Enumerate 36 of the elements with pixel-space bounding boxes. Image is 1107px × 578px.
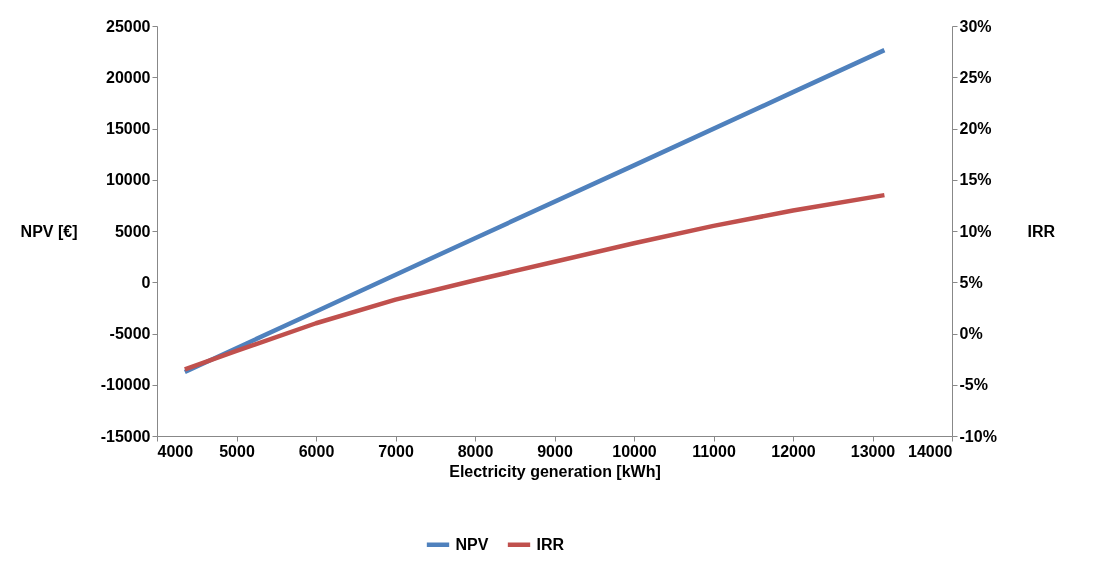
x-tick-label: 12000: [771, 442, 816, 460]
x-tick-label: 14000: [908, 442, 953, 460]
x-tick-label: 7000: [378, 442, 414, 460]
y2-tick-label: 10%: [959, 222, 992, 240]
y-tick-label: -5000: [109, 325, 151, 342]
y-tick-label: 10000: [106, 171, 151, 189]
line-series: [182, 192, 887, 372]
y-axis-title: NPV [€]: [20, 222, 78, 240]
x-tick-label: 4000: [157, 442, 194, 460]
line-series: [182, 47, 887, 375]
y-tick-label: 5000: [114, 222, 151, 240]
y2-tick-label: 25%: [959, 68, 992, 86]
y2-tick-label: 5%: [959, 273, 983, 291]
legend-label: NPV: [455, 535, 489, 553]
x-tick-label: 6000: [298, 442, 335, 460]
legend-label: IRR: [536, 535, 565, 553]
y2-tick-label: -5%: [959, 376, 988, 394]
y-tick-label: -15000: [100, 427, 151, 445]
y2-axis-title: IRR: [1027, 222, 1056, 240]
x-axis-title: Electricity generation [kWh]: [449, 462, 661, 480]
y-tick-label: 15000: [106, 120, 151, 137]
y-tick-label: 25000: [106, 17, 151, 35]
y2-tick-label: 30%: [959, 17, 992, 35]
x-tick-label: 11000: [692, 442, 736, 460]
x-tick-label: 13000: [850, 442, 896, 460]
y2-tick-label: 20%: [959, 120, 992, 137]
y2-tick-label: 0%: [959, 325, 983, 342]
y-tick-label: 0: [141, 273, 151, 291]
y-tick-label: -10000: [100, 376, 151, 394]
x-tick-label: 5000: [219, 442, 255, 460]
x-tick-label: 8000: [457, 442, 494, 460]
y2-tick-label: -10%: [959, 427, 997, 445]
x-tick-label: 10000: [612, 442, 657, 460]
y-tick-label: 20000: [106, 68, 151, 86]
y2-tick-label: 15%: [959, 171, 992, 189]
x-tick-label: 9000: [537, 442, 573, 460]
